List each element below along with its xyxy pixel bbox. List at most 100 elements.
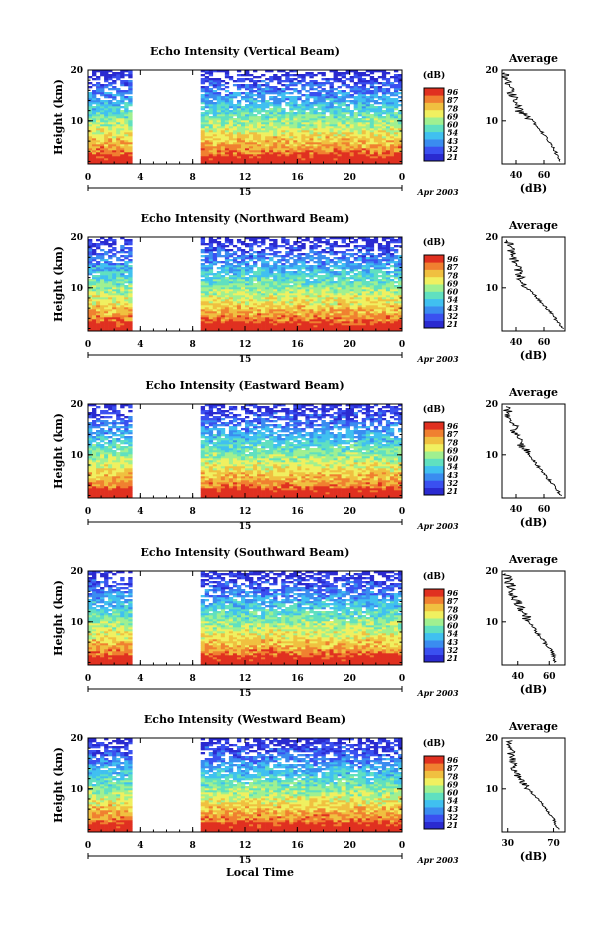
heatmap-cell xyxy=(373,100,379,103)
heatmap-cell xyxy=(297,158,302,161)
heatmap-cell xyxy=(92,132,97,135)
heatmap-cell xyxy=(220,122,226,125)
heatmap-cell xyxy=(369,269,375,272)
heatmap-cell xyxy=(321,132,326,135)
heatmap-cell xyxy=(353,138,359,141)
heatmap-cell xyxy=(385,154,391,157)
heatmap-cell xyxy=(385,136,391,139)
y-axis-label: Height (km) xyxy=(52,79,65,155)
heatmap-cell xyxy=(240,136,246,139)
heatmap-cell xyxy=(333,124,338,127)
heatmap-cell xyxy=(232,293,238,296)
heatmap-cell xyxy=(261,110,266,113)
heatmap-cell xyxy=(361,102,367,105)
heatmap-cell xyxy=(285,291,290,294)
heatmap-cell xyxy=(116,72,121,75)
heatmap-cell xyxy=(377,289,383,292)
heatmap-cell xyxy=(112,102,117,105)
heatmap-cell xyxy=(305,122,310,125)
heatmap-cell xyxy=(297,319,302,322)
heatmap-cell xyxy=(277,277,282,280)
heatmap-cell xyxy=(104,301,109,304)
heatmap-cell xyxy=(200,118,206,121)
heatmap-cell xyxy=(257,86,262,89)
heatmap-cell xyxy=(385,287,391,290)
heatmap-cell xyxy=(128,279,133,282)
heatmap-cell xyxy=(357,245,363,248)
heatmap-cell xyxy=(96,261,101,264)
heatmap-cell xyxy=(261,275,266,278)
heatmap-cell xyxy=(305,309,310,312)
heatmap-cell xyxy=(369,293,375,296)
heatmap-cell xyxy=(236,124,242,127)
heatmap-cell xyxy=(369,287,375,290)
heatmap-cell xyxy=(112,76,117,79)
heatmap-cell xyxy=(208,311,214,314)
heatmap-cell xyxy=(216,110,222,113)
heatmap-cell xyxy=(357,162,363,165)
heatmap-cell xyxy=(381,160,387,163)
heatmap-cell xyxy=(277,154,282,157)
heatmap-cell xyxy=(281,70,286,73)
heatmap-cell xyxy=(124,295,129,298)
heatmap-cell xyxy=(349,88,354,91)
heatmap-cell xyxy=(317,329,322,332)
heatmap-cell xyxy=(200,311,206,314)
heatmap-cell xyxy=(100,285,105,288)
heatmap-cell xyxy=(377,245,383,248)
heatmap-cell xyxy=(365,309,371,312)
heatmap-cell xyxy=(377,140,383,143)
heatmap-cell xyxy=(124,148,129,151)
heatmap-cell xyxy=(216,78,222,81)
heatmap-cell xyxy=(373,321,379,324)
heatmap-cell xyxy=(96,257,101,260)
heatmap-cell xyxy=(317,321,322,324)
heatmap-cell xyxy=(208,243,214,246)
heatmap-cell xyxy=(281,323,286,326)
heatmap-cell xyxy=(301,74,306,77)
heatmap-cell xyxy=(100,315,105,318)
heatmap-cell xyxy=(281,156,286,159)
heatmap-cell xyxy=(361,100,367,103)
heatmap-cell xyxy=(224,142,230,145)
heatmap-cell xyxy=(377,321,383,324)
heatmap-cell xyxy=(120,247,125,250)
heatmap-cell xyxy=(200,321,206,324)
heatmap-cell xyxy=(128,269,133,272)
heatmap-cell xyxy=(224,158,230,161)
heatmap-cell xyxy=(393,134,399,137)
heatmap-cell xyxy=(377,327,383,330)
heatmap-cell xyxy=(297,160,302,163)
heatmap-cell xyxy=(281,120,286,123)
heatmap-cell xyxy=(321,295,326,298)
heatmap-cell xyxy=(381,134,387,137)
heatmap-cell xyxy=(236,162,242,165)
heatmap-cell xyxy=(108,148,113,151)
heatmap-cell xyxy=(112,98,117,101)
heatmap-cell xyxy=(104,110,109,113)
heatmap-cell xyxy=(236,108,242,111)
heatmap-cell xyxy=(200,273,206,276)
heatmap-cell xyxy=(245,72,250,75)
heatmap-cell xyxy=(289,327,294,330)
heatmap-cell xyxy=(369,126,375,129)
heatmap-cell xyxy=(228,325,234,328)
heatmap-cell xyxy=(212,128,218,131)
heatmap-cell xyxy=(228,279,234,282)
heatmap-cell xyxy=(297,241,302,244)
heatmap-cell xyxy=(317,100,322,103)
heatmap-cell xyxy=(393,112,399,115)
heatmap-cell xyxy=(309,130,314,133)
heatmap-cell xyxy=(220,295,226,298)
heatmap-cell xyxy=(224,297,230,300)
heatmap-cell xyxy=(200,80,206,83)
heatmap-cell xyxy=(120,114,125,117)
heatmap-cell xyxy=(349,124,354,127)
heatmap-cell xyxy=(305,132,310,135)
heatmap-cell xyxy=(257,154,262,157)
heatmap-cell xyxy=(369,317,375,320)
heatmap-cell xyxy=(120,152,125,155)
heatmap-cell xyxy=(353,140,359,143)
heatmap-cell xyxy=(108,134,113,137)
heatmap-cell xyxy=(261,114,266,117)
